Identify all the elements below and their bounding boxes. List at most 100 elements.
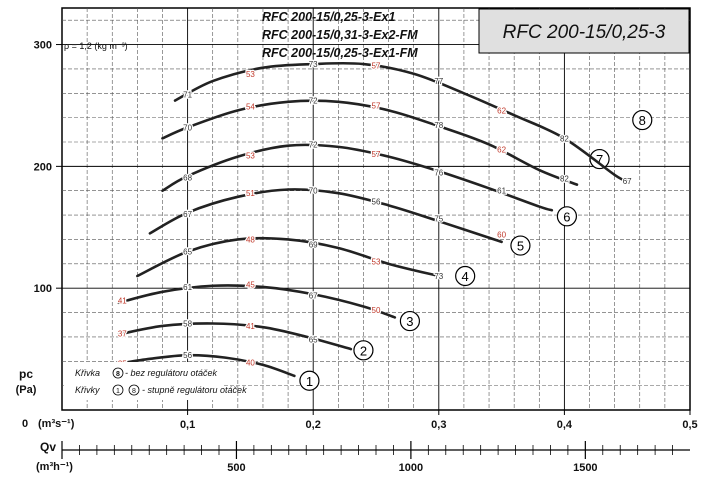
curve-3: 41 61 45 67 50 3	[117, 279, 421, 332]
curve-7: 70 54 72 57 78 62 82 7	[161, 95, 610, 186]
x-tick-label: 0,1	[180, 419, 195, 431]
curve-label: 48	[246, 235, 255, 244]
curve-8: 71 53 73 57 77 62 82 67 8	[173, 59, 653, 187]
curve-6: 68 53 72 57 76 61 6	[161, 139, 578, 227]
curve-label: 68	[183, 173, 192, 182]
curve-number: 5	[517, 239, 524, 254]
curve-label: 62	[497, 106, 506, 115]
curve-label: 78	[434, 121, 443, 130]
curve-number: 2	[360, 343, 367, 358]
curve-label: 67	[183, 210, 192, 219]
curve-label: 72	[309, 140, 318, 149]
curve-label: 53	[246, 151, 255, 160]
curve-line	[148, 188, 503, 244]
curve-label: 73	[309, 60, 318, 69]
curve-label: 65	[183, 248, 192, 257]
curve-line	[117, 284, 397, 319]
density-note: ρ = 1,2 (kg m⁻³)	[64, 41, 128, 51]
curve-label: 53	[246, 70, 255, 79]
legend-line1-prefix: Křivka	[75, 368, 100, 378]
curve-label: 73	[434, 272, 443, 281]
curve-label: 65	[309, 335, 318, 344]
curve-label: 56	[372, 198, 381, 207]
x2-axis-symbol: Qv	[40, 440, 56, 454]
curve-label: 41	[118, 296, 127, 305]
x-tick-label: 0,5	[682, 419, 697, 431]
y-axis-unit: (Pa)	[16, 384, 37, 396]
curve-number-circle	[510, 235, 531, 256]
legend-line2-prefix: Křivky	[75, 385, 100, 395]
x-tick-label: 0,3	[431, 419, 446, 431]
curve-number: 3	[406, 314, 413, 329]
x2-axis-label: (m³h⁻¹)	[36, 461, 73, 473]
curve-label: 76	[434, 168, 443, 177]
curve-label: 53	[372, 257, 381, 266]
curve-label: 54	[246, 103, 255, 112]
curve-number-circle	[399, 310, 421, 332]
curve-line	[117, 322, 353, 351]
curve-label: 60	[497, 231, 506, 240]
curve-label: 50	[372, 306, 381, 315]
curve-line	[117, 353, 296, 378]
curve-number-circle	[455, 265, 476, 287]
curve-label: 71	[183, 90, 192, 99]
curve-line	[161, 99, 579, 186]
curve-2: 37 58 41 65 2	[117, 318, 374, 361]
curve-label: 45	[246, 281, 255, 290]
curve-5: 67 51 70 56 75 60 5	[148, 185, 531, 256]
curve-label: 51	[246, 189, 255, 198]
curve-label: 82	[560, 175, 569, 184]
legend: Křivka 8 - bez regulátoru otáček Křivky …	[64, 362, 247, 400]
x-axis-zero: 0	[22, 418, 28, 430]
curve-line	[173, 61, 629, 183]
x2-axis: 500 1000 1500	[61, 441, 690, 474]
curve-label: 57	[372, 101, 381, 110]
curve-number-circle	[299, 370, 320, 391]
y-tick-label: 100	[34, 283, 52, 295]
legend-line1-marker: 8	[116, 371, 120, 378]
chart-title: RFC 200-15/0,25-3	[503, 22, 666, 43]
legend-line2-text: - stupně regulátoru otáček	[142, 385, 247, 395]
x2-tick-label: 1500	[573, 462, 597, 474]
x-tick-label: 0,4	[557, 419, 573, 431]
y-tick-label: 200	[34, 161, 52, 173]
y-axis-symbol: pc	[19, 367, 33, 381]
curve-number: 4	[462, 269, 469, 284]
curve-label: 75	[434, 215, 443, 224]
variant-3: RFC 200-15/0,25-3-Ex1-FM	[262, 46, 418, 60]
curve-label: 72	[309, 97, 318, 106]
curve-label: 70	[183, 123, 192, 132]
curve-label: 57	[372, 150, 381, 159]
curves: 3556401375841652416145675036548695373467…	[117, 59, 653, 391]
curve-label: 58	[183, 320, 192, 329]
plot-area	[61, 7, 691, 411]
legend-line2-marker-b: 8	[132, 388, 136, 395]
curve-label: 57	[372, 61, 381, 70]
x2-tick-label: 500	[227, 462, 245, 474]
curve-label: 69	[309, 240, 318, 249]
curve-number-circle	[556, 206, 578, 227]
curve-label: 40	[246, 358, 255, 367]
legend-line1-text: - bez regulátoru otáček	[125, 368, 218, 378]
title-box	[478, 8, 690, 54]
curve-label: 61	[497, 187, 506, 196]
curve-label: 70	[309, 187, 318, 196]
curve-number: 6	[563, 209, 570, 224]
curve-label: 67	[623, 177, 632, 186]
curve-number-circle	[632, 109, 653, 131]
x2-tick-label: 1000	[399, 462, 423, 474]
curve-number: 8	[639, 113, 646, 128]
curve-label: 61	[183, 283, 192, 292]
curve-label: 77	[434, 77, 443, 86]
curve-label: 62	[497, 145, 506, 154]
curve-label: 37	[118, 329, 127, 338]
curve-label: 56	[183, 351, 192, 360]
curve-number: 7	[596, 152, 603, 167]
y-axis-ticks: 100 200 300	[34, 40, 62, 295]
x-axis-ticks: 0,1 0,2 0,3 0,4 0,5	[180, 410, 698, 431]
variant-2: RFC 200-15/0,31-3-Ex2-FM	[262, 28, 418, 42]
curve-4: 65 48 69 53 73 4	[136, 234, 476, 287]
curve-number-circle	[589, 148, 610, 170]
curve-label: 67	[309, 291, 318, 300]
